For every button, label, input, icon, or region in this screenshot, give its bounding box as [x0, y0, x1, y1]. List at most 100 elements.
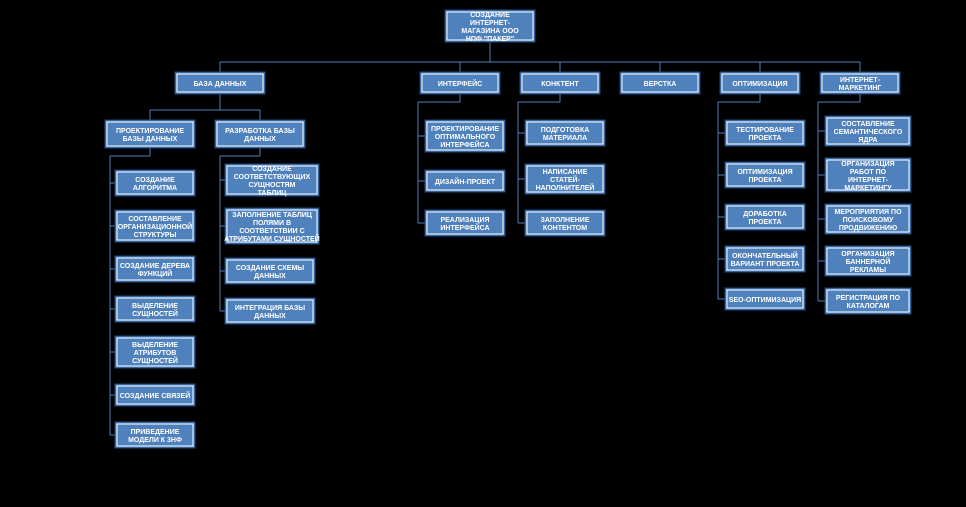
node-op3: ДОРАБОТКАПРОЕКТА [725, 204, 805, 230]
node-mk4: ОРГАНИЗАЦИЯБАННЕРНОЙРЕКЛАМЫ [825, 246, 911, 276]
node-label: ПРОДВИЖЕНИЮ [839, 225, 897, 232]
node-label: СУЩНОСТЕЙ [132, 309, 178, 318]
node-db: БАЗА ДАННЫХ [175, 72, 265, 94]
node-label: СУЩНОСТЯМ [249, 182, 296, 189]
node-label: ЯДРА [858, 137, 877, 144]
node-db_b2: ЗАПОЛНЕНИЕ ТАБЛИЦПОЛЯМИ ВСООТВЕТСТВИИ СА… [224, 208, 319, 244]
node-label: ДАННЫХ [254, 313, 286, 320]
node-if2: ДИЗАЙН-ПРОЕКТ [425, 170, 505, 192]
node-label: ПОЛЯМИ В [253, 220, 291, 227]
node-label: СОЗДАНИЕ ДЕРЕВА [120, 263, 190, 270]
node-label: СОСТАВЛЕНИЕ [841, 121, 895, 128]
node-label: ИНТЕРНЕТ- [840, 77, 881, 84]
node-label: СООТВЕТСТВУЮЩИХ [234, 174, 311, 181]
node-label: ВЕРСТКА [644, 81, 677, 88]
node-ct1: ПОДГОТОВКАМАТЕРИАЛА [525, 120, 605, 146]
node-label: ДОРАБОТКА [743, 211, 787, 218]
node-label: АТРИБУТОВ [134, 350, 177, 357]
node-label: МАРКЕТИНГ [839, 85, 882, 92]
node-label: КОНКТЕНТ [541, 81, 579, 88]
node-db_a6: СОЗДАНИЕ СВЯЗЕЙ [115, 384, 195, 406]
node-label: ПРОЕКТА [748, 135, 781, 142]
node-label: ТАБЛИЦ [258, 190, 288, 197]
nodes: СОЗДАНИЕИНТЕРНЕТ-МАГАЗИНА ОООНПФ "ПАКЕР"… [105, 10, 911, 448]
node-op4: ОКОНЧАТЕЛЬНЫЙВАРИАНТ ПРОЕКТА [725, 246, 805, 272]
node-label: ОРГАНИЗАЦИОННОЙ [118, 222, 192, 231]
node-db_a1: СОЗДАНИЕАЛГОРИТМА [115, 170, 195, 196]
node-label: НАПИСАНИЕ [543, 169, 588, 176]
node-op5: SEO-ОПТИМИЗАЦИЯ [725, 288, 805, 310]
node-label: РЕГИСТРАЦИЯ ПО [836, 295, 901, 302]
node-label: МЕРОПРИЯТИЯ ПО [834, 209, 902, 216]
node-root: СОЗДАНИЕИНТЕРНЕТ-МАГАЗИНА ОООНПФ "ПАКЕР" [445, 10, 535, 43]
node-label: SEO-ОПТИМИЗАЦИЯ [729, 297, 801, 304]
node-label: БАННЕРНОЙ [846, 257, 891, 266]
node-db_a7: ПРИВЕДЕНИЕМОДЕЛИ К 3НФ [115, 422, 195, 448]
node-label: ДАННЫХ [254, 273, 286, 280]
node-label: МАРКЕТИНГУ [844, 185, 892, 192]
node-label: ВЫДЕЛЕНИЕ [132, 303, 178, 310]
node-label: ПОИСКОВОМУ [843, 217, 894, 224]
node-label: НАПОЛНИТЕЛЕЙ [536, 183, 595, 192]
node-label: СУЩНОСТЕЙ [132, 356, 178, 365]
node-label: ОКОНЧАТЕЛЬНЫЙ [732, 251, 798, 260]
node-label: СТРУКТУРЫ [134, 232, 177, 239]
node-label: СОЗДАНИЕ [470, 12, 510, 19]
node-label: СТАТЕЙ- [550, 175, 580, 184]
node-label: КОНТЕНТОМ [543, 225, 587, 232]
node-label: АЛГОРИТМА [133, 185, 177, 192]
node-db_a: ПРОЕКТИРОВАНИЕБАЗЫ ДАННЫХ [105, 120, 195, 148]
node-label: ПРИВЕДЕНИЕ [131, 429, 180, 436]
node-label: НПФ "ПАКЕР" [466, 36, 514, 43]
node-mk5: РЕГИСТРАЦИЯ ПОКАТАЛОГАМ [825, 288, 911, 314]
node-label: СООТВЕТСТВИИ С [239, 228, 304, 235]
node-label: МАГАЗИНА ООО [461, 28, 519, 35]
node-label: ВЫДЕЛЕНИЕ [132, 342, 178, 349]
node-label: МОДЕЛИ К 3НФ [128, 437, 182, 444]
org-chart: СОЗДАНИЕИНТЕРНЕТ-МАГАЗИНА ОООНПФ "ПАКЕР"… [0, 0, 966, 507]
node-ct2: НАПИСАНИЕСТАТЕЙ-НАПОЛНИТЕЛЕЙ [525, 164, 605, 194]
node-label: ИНТЕГРАЦИЯ БАЗЫ [235, 305, 305, 312]
node-label: АТРИБУТАМИ СУЩНОСТЕЙ [224, 234, 319, 243]
node-opt: ОПТИМИЗАЦИЯ [720, 72, 800, 94]
node-label: МАТЕРИАЛА [543, 135, 587, 142]
node-label: ОПТИМАЛЬНОГО [435, 134, 496, 141]
node-mk2: ОРГАНИЗАЦИЯРАБОТ ПОИНТЕРНЕТ-МАРКЕТИНГУ [825, 158, 911, 192]
node-db_b3: СОЗДАНИЕ СХЕМЫДАННЫХ [225, 258, 315, 284]
node-label: ПРОЕКТИРОВАНИЕ [431, 126, 499, 133]
node-label: БАЗА ДАННЫХ [194, 81, 247, 88]
node-db_b: РАЗРАБОТКА БАЗЫДАННЫХ [215, 120, 305, 148]
node-label: БАЗЫ ДАННЫХ [123, 136, 178, 143]
node-label: СОЗДАНИЕ [135, 177, 175, 184]
node-label: ЗАПОЛНЕНИЕ [540, 217, 589, 224]
connectors [110, 42, 860, 435]
node-db_a3: СОЗДАНИЕ ДЕРЕВАФУНКЦИЙ [115, 256, 195, 282]
node-mkt: ИНТЕРНЕТ-МАРКЕТИНГ [820, 72, 900, 94]
node-label: ПОДГОТОВКА [541, 127, 590, 134]
node-label: ПРОЕКТА [748, 177, 781, 184]
node-label: ОРГАНИЗАЦИЯ [841, 161, 894, 168]
node-db_b1: СОЗДАНИЕСООТВЕТСТВУЮЩИХСУЩНОСТЯМТАБЛИЦ [225, 164, 319, 197]
node-label: СОСТАВЛЕНИЕ [128, 216, 182, 223]
node-label: СОЗДАНИЕ [252, 166, 292, 173]
node-label: ИНТЕРФЕЙСА [440, 140, 489, 149]
node-op1: ТЕСТИРОВАНИЕПРОЕКТА [725, 120, 805, 146]
node-db_a4: ВЫДЕЛЕНИЕСУЩНОСТЕЙ [115, 296, 195, 322]
node-cont: КОНКТЕНТ [520, 72, 600, 94]
node-label: ИНТЕРНЕТ- [848, 177, 889, 184]
node-db_a5: ВЫДЕЛЕНИЕАТРИБУТОВСУЩНОСТЕЙ [115, 336, 195, 368]
node-label: РЕАЛИЗАЦИЯ [440, 217, 489, 224]
node-label: КАТАЛОГАМ [847, 303, 890, 310]
node-op2: ОПТИМИЗАЦИЯПРОЕКТА [725, 162, 805, 188]
node-label: ОРГАНИЗАЦИЯ [841, 251, 894, 258]
node-db_b4: ИНТЕГРАЦИЯ БАЗЫДАННЫХ [225, 298, 315, 324]
node-layout: ВЕРСТКА [620, 72, 700, 94]
node-label: РЕКЛАМЫ [850, 267, 886, 274]
node-label: ФУНКЦИЙ [138, 269, 173, 278]
node-ct3: ЗАПОЛНЕНИЕКОНТЕНТОМ [525, 210, 605, 236]
node-label: СЕМАНТИЧЕСКОГО [834, 129, 903, 136]
node-if3: РЕАЛИЗАЦИЯИНТЕРФЕЙСА [425, 210, 505, 236]
node-label: ИНТЕРФЕЙСА [440, 223, 489, 232]
node-label: ОПТИМИЗАЦИЯ [737, 169, 792, 176]
node-if1: ПРОЕКТИРОВАНИЕОПТИМАЛЬНОГОИНТЕРФЕЙСА [425, 120, 505, 152]
